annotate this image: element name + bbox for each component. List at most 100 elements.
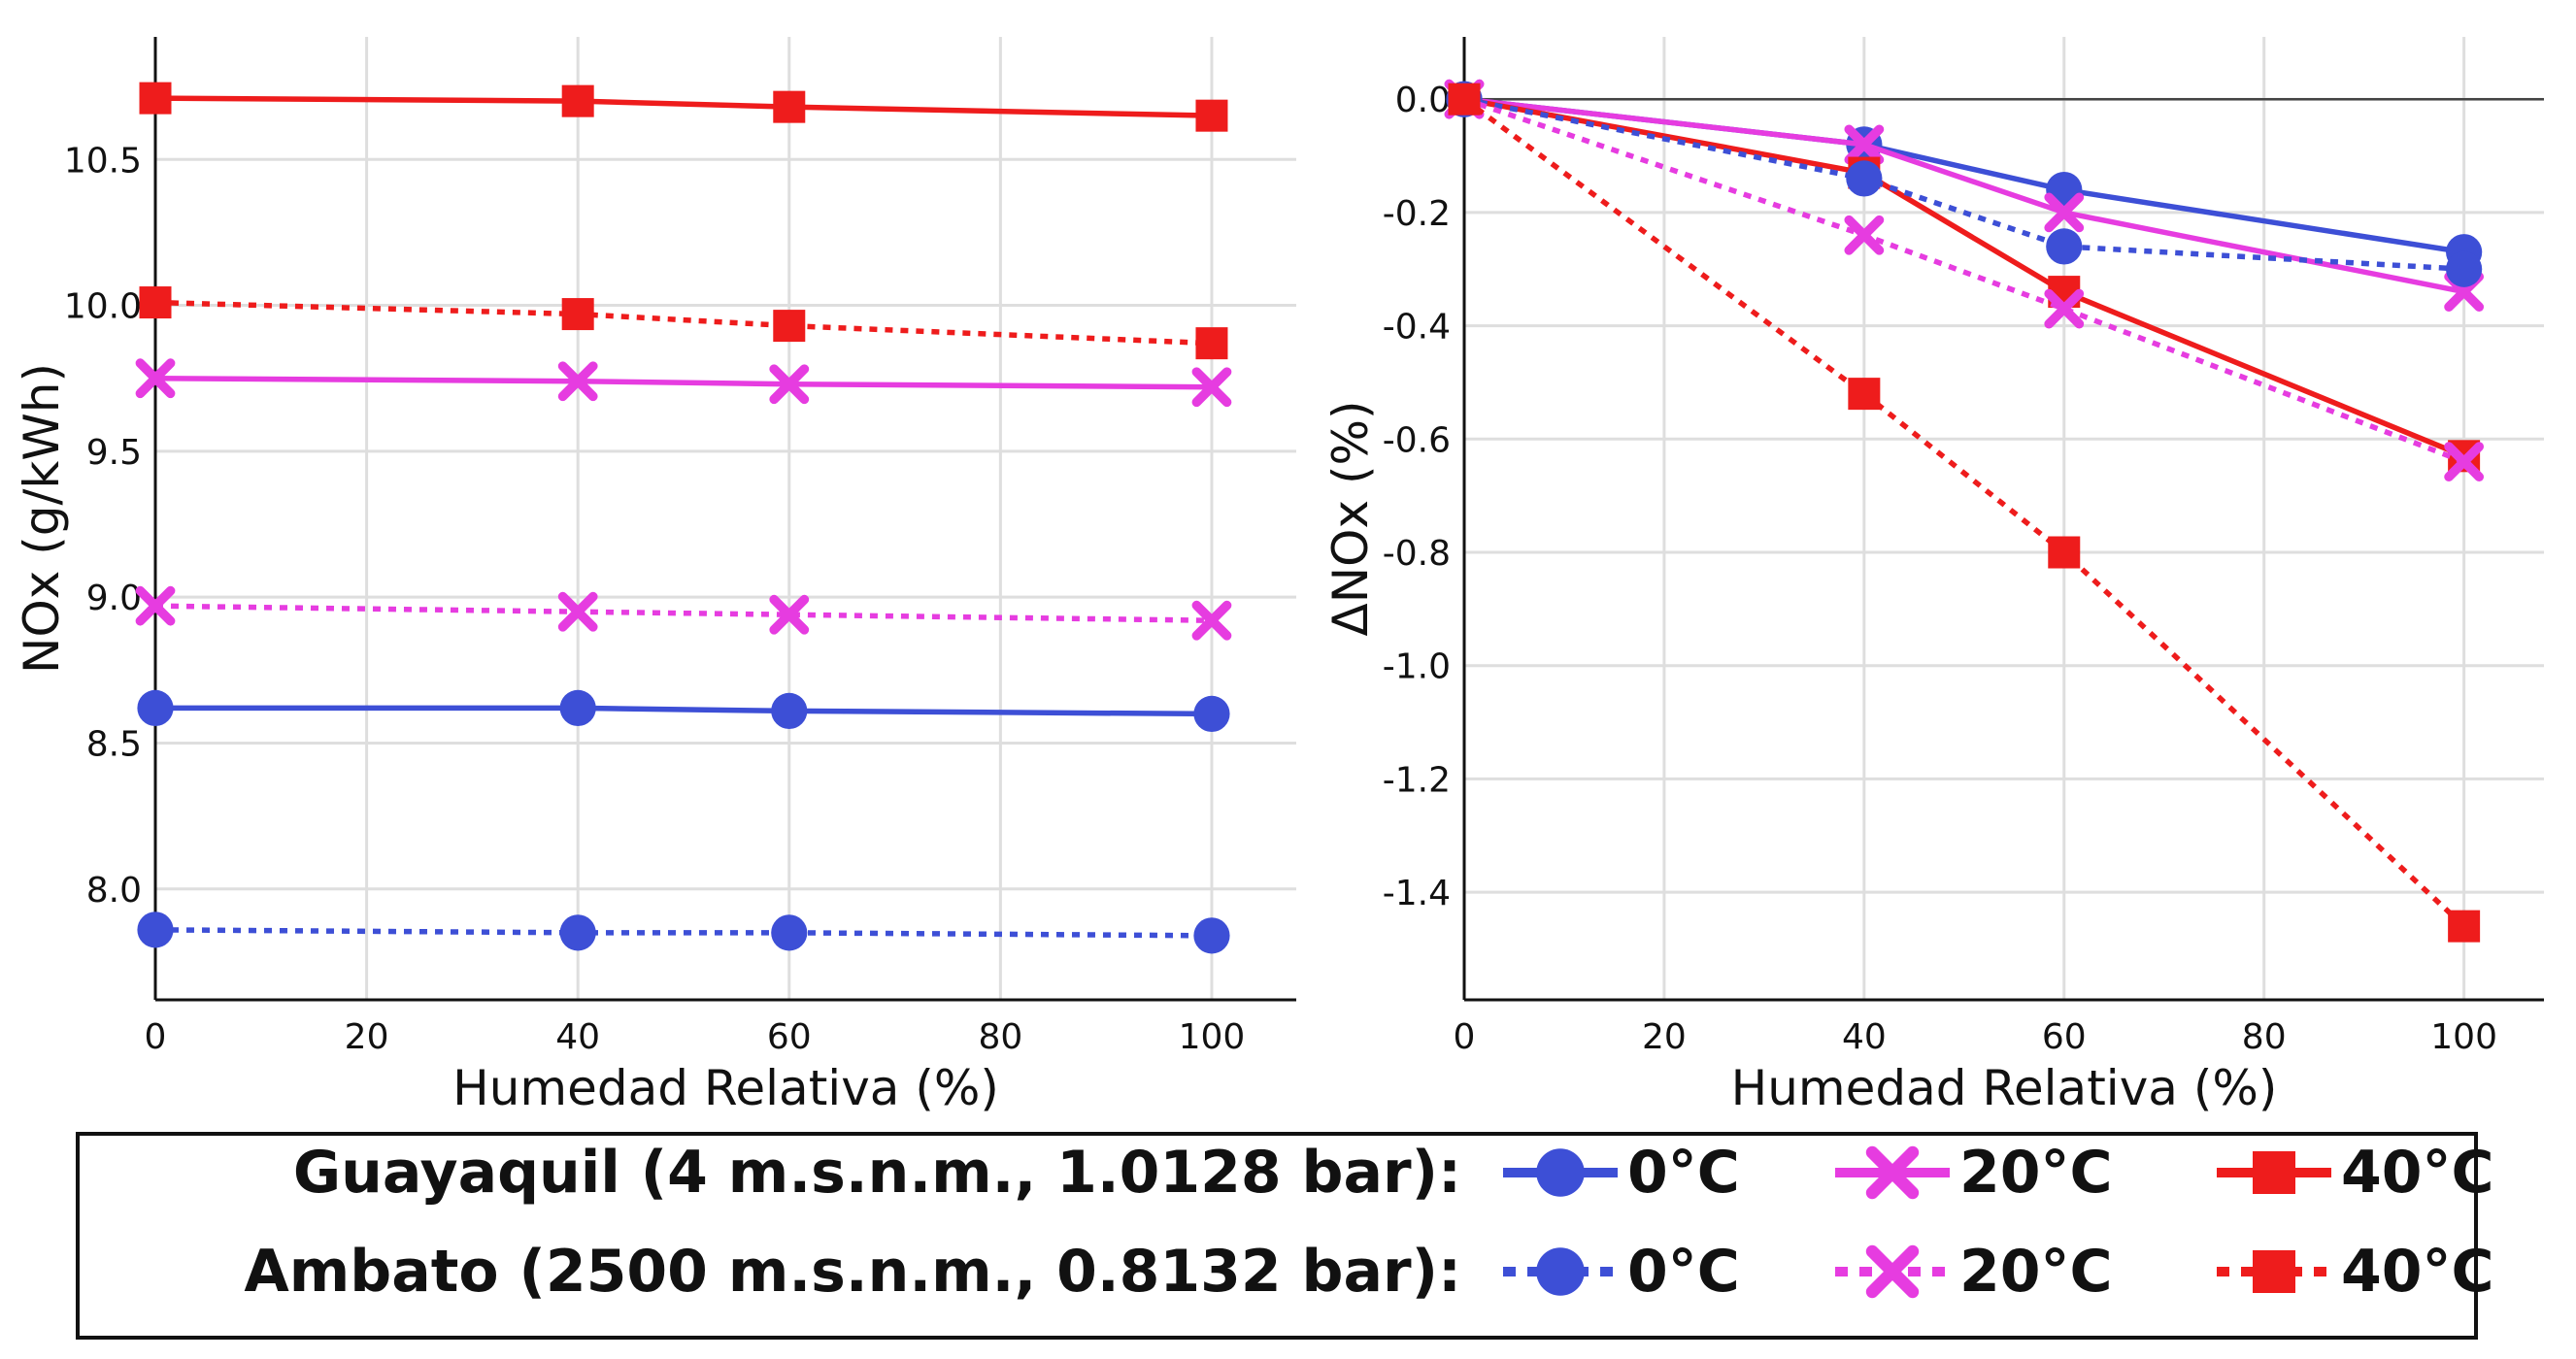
data-point: [2044, 288, 2085, 329]
x-tick-label: 40: [1842, 1017, 1887, 1057]
y-tick-label: 8.0: [86, 871, 142, 911]
series-line: [1463, 96, 2465, 465]
data-point: [1193, 695, 1230, 733]
legend: Guayaquil (4 m.s.n.m., 1.0128 bar): 0°C 20…: [76, 1132, 2494, 1340]
data-point: [771, 914, 808, 951]
data-point: [1844, 215, 1885, 255]
x-axis-label: Humedad Relativa (%): [1731, 1060, 2278, 1116]
series-guayaquil-40-c: [1448, 83, 2481, 473]
legend-entry-label: 40°C: [2341, 1139, 2494, 1207]
delta-nox-chart: 0 20 40 60 80 100 0.0 -0.2 -0.4 -0.6 -0.8 -1.0 -1.2 -…: [1322, 37, 2544, 1116]
legend-marker: [2253, 1151, 2295, 1194]
series-ambato-0-c: [137, 912, 1230, 954]
series-line: [154, 603, 1213, 623]
series-ambato-0-c: [1446, 81, 2483, 287]
data-point: [769, 594, 810, 635]
series-ambato-40-c: [139, 286, 1228, 360]
series-line: [1463, 96, 2464, 272]
series-ambato-20-c: [1444, 79, 2485, 482]
legend-entry-label: 20°C: [1959, 1238, 2113, 1306]
nox-chart: 0 20 40 60 80 100 8.0 8.5 9.0 9.5 10.0 10.5 Humedad …: [14, 37, 1296, 1116]
data-point: [769, 364, 810, 405]
legend-entry-0-c: 0°C: [1503, 1238, 1740, 1306]
data-point: [137, 912, 174, 948]
x-tick-label: 60: [2042, 1017, 2087, 1057]
legend-entry-40-c: 40°C: [2217, 1139, 2494, 1207]
data-point: [557, 361, 598, 402]
x-tick-label: 80: [2242, 1017, 2287, 1057]
data-point: [135, 358, 176, 399]
data-point: [1191, 367, 1232, 408]
data-point: [559, 689, 596, 726]
data-point: [2448, 910, 2481, 943]
legend-entry-20-c: 20°C: [1835, 1139, 2113, 1207]
x-tick-label: 0: [145, 1017, 167, 1057]
x-axis-label: Humedad Relativa (%): [452, 1060, 999, 1116]
legend-frame: [76, 1132, 2478, 1340]
y-tick-label: -0.2: [1383, 194, 1451, 234]
y-tick-label: 0.0: [1395, 81, 1451, 120]
data-point: [2446, 250, 2483, 287]
data-point: [1448, 83, 1481, 116]
series-line: [1463, 96, 2465, 459]
data-point: [1193, 917, 1230, 954]
legend-entry-20-c: 20°C: [1835, 1238, 2113, 1306]
x-tick-label: 40: [555, 1017, 600, 1057]
y-tick-label: -0.4: [1383, 308, 1451, 348]
legend-entry-label: 0°C: [1627, 1139, 1740, 1207]
y-tick-label: -0.8: [1383, 534, 1451, 574]
x-tick-label: 0: [1454, 1017, 1476, 1057]
series-line: [154, 375, 1212, 390]
data-point: [1195, 327, 1228, 360]
data-point: [1846, 160, 1883, 197]
data-point: [1191, 600, 1232, 641]
y-tick-label: 8.5: [86, 724, 142, 764]
legend-row-label: Ambato (2500 m.s.n.m., 0.8132 bar):: [244, 1238, 1461, 1306]
y-tick-label: -0.6: [1383, 420, 1451, 460]
legend-entry-40-c: 40°C: [2217, 1238, 2494, 1306]
x-tick-label: 80: [978, 1017, 1022, 1057]
series-line: [155, 705, 1212, 717]
x-tick-label: 20: [345, 1017, 389, 1057]
series-line: [1462, 96, 2466, 929]
y-tick-label: -1.0: [1383, 647, 1451, 687]
legend-entry-label: 40°C: [2341, 1238, 2494, 1306]
y-tick-label: 10.0: [64, 287, 142, 327]
legend-marker: [1865, 1145, 1920, 1200]
legend-row-label: Guayaquil (4 m.s.n.m., 1.0128 bar):: [293, 1139, 1461, 1207]
data-point: [139, 286, 172, 319]
y-axis-label: ΔNOx (%): [1322, 401, 1379, 637]
series-line: [1463, 96, 2465, 295]
data-point: [1195, 99, 1228, 132]
legend-marker: [1536, 1247, 1585, 1296]
legend-row-1: Guayaquil (4 m.s.n.m., 1.0128 bar): 0°C 20…: [293, 1139, 2494, 1207]
series-guayaquil-40-c: [139, 82, 1228, 132]
data-point: [773, 310, 806, 343]
y-tick-label: -1.4: [1383, 874, 1451, 913]
legend-entry-label: 20°C: [1959, 1139, 2113, 1207]
legend-entry-label: 0°C: [1627, 1238, 1740, 1306]
data-point: [557, 591, 598, 632]
legend-marker: [1865, 1244, 1920, 1299]
data-point: [2044, 192, 2085, 233]
legend-entry-0-c: 0°C: [1503, 1139, 1740, 1207]
data-point: [771, 692, 808, 730]
data-point: [1844, 124, 1885, 165]
data-point: [559, 914, 596, 951]
y-tick-label: 9.0: [86, 579, 142, 618]
data-point: [561, 84, 594, 117]
series-guayaquil-20-c: [135, 358, 1232, 408]
data-point: [773, 90, 806, 123]
y-tick-label: 9.5: [86, 433, 142, 473]
data-point: [2046, 228, 2083, 265]
series-ambato-40-c: [1448, 83, 2481, 943]
x-tick-label: 100: [1179, 1017, 1246, 1057]
series-line: [154, 95, 1213, 118]
data-point: [561, 298, 594, 331]
series-line: [1463, 96, 2465, 255]
x-tick-label: 100: [2430, 1017, 2497, 1057]
series-guayaquil-0-c: [1446, 81, 2483, 271]
y-tick-label: -1.2: [1383, 760, 1451, 800]
data-point: [1848, 378, 1881, 411]
